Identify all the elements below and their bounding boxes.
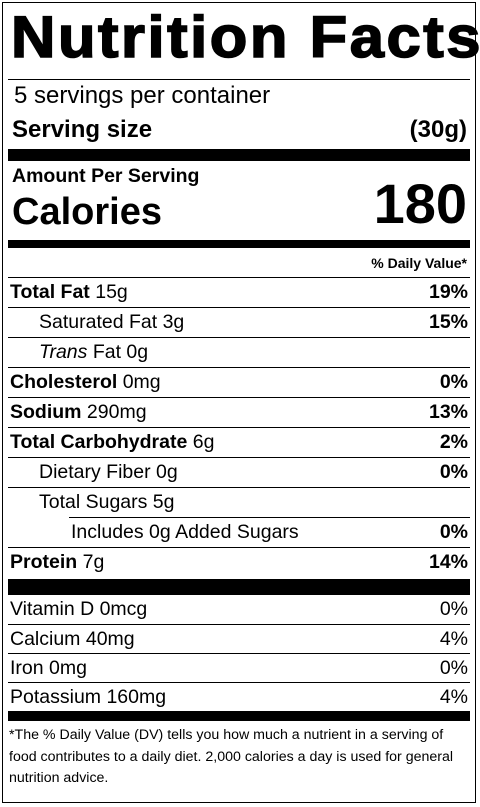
dv-value: 2% bbox=[439, 431, 468, 453]
thick-divider bbox=[8, 579, 470, 595]
dv-value: 15% bbox=[428, 311, 468, 333]
serving-size-label: Serving size bbox=[12, 116, 153, 143]
vitamin-row-calcium: Calcium 40mg 4% bbox=[8, 624, 470, 653]
nutrient-row-protein: Protein 7g 14% bbox=[8, 547, 470, 579]
servings-per-container: 5 servings per container bbox=[14, 82, 271, 109]
nutrient-row-added-sugars: Includes 0g Added Sugars 0% bbox=[69, 517, 470, 547]
dv-value: 4% bbox=[439, 628, 468, 650]
dv-value: 0% bbox=[439, 657, 468, 679]
nutrient-row-cholesterol: Cholesterol 0mg 0% bbox=[8, 367, 470, 397]
medium-divider bbox=[8, 240, 470, 248]
nutrient-row-total-fat: Total Fat 15g 19% bbox=[8, 277, 470, 307]
calories-value: 180 bbox=[373, 172, 467, 235]
nutrient-row-sodium: Sodium 290mg 13% bbox=[8, 397, 470, 427]
daily-value-header: % Daily Value* bbox=[371, 255, 467, 271]
dv-value: 14% bbox=[428, 551, 468, 573]
label-title: Nutrition Facts bbox=[10, 5, 480, 70]
nutrient-row-dietary-fiber: Dietary Fiber 0g 0% bbox=[8, 457, 470, 487]
vitamin-row-potassium: Potassium 160mg 4% bbox=[8, 682, 470, 711]
nutrient-row-trans-fat: Trans Fat 0g bbox=[8, 337, 470, 367]
vitamin-row-vitamin-d: Vitamin D 0mcg 0% bbox=[8, 595, 470, 624]
divider bbox=[8, 79, 470, 80]
vitamin-row-iron: Iron 0mg 0% bbox=[8, 653, 470, 682]
dv-value: 4% bbox=[439, 686, 468, 708]
nutrient-row-saturated-fat: Saturated Fat 3g 15% bbox=[8, 307, 470, 337]
dv-value: 0% bbox=[439, 461, 468, 483]
dv-value: 13% bbox=[428, 401, 468, 423]
footnote: *The % Daily Value (DV) tells you how mu… bbox=[9, 727, 454, 786]
nutrient-row-total-carbohydrate: Total Carbohydrate 6g 2% bbox=[8, 427, 470, 457]
calories-label: Calories bbox=[12, 191, 162, 233]
nutrient-row-total-sugars: Total Sugars 5g bbox=[8, 487, 470, 517]
thick-divider bbox=[8, 149, 470, 161]
dv-value: 0% bbox=[439, 598, 468, 620]
dv-value: 19% bbox=[428, 281, 468, 303]
amount-per-serving: Amount Per Serving bbox=[12, 165, 200, 187]
dv-value: 0% bbox=[439, 521, 468, 543]
serving-size-value: (30g) bbox=[409, 116, 467, 143]
dv-value: 0% bbox=[439, 371, 468, 393]
medium-divider bbox=[8, 711, 470, 721]
